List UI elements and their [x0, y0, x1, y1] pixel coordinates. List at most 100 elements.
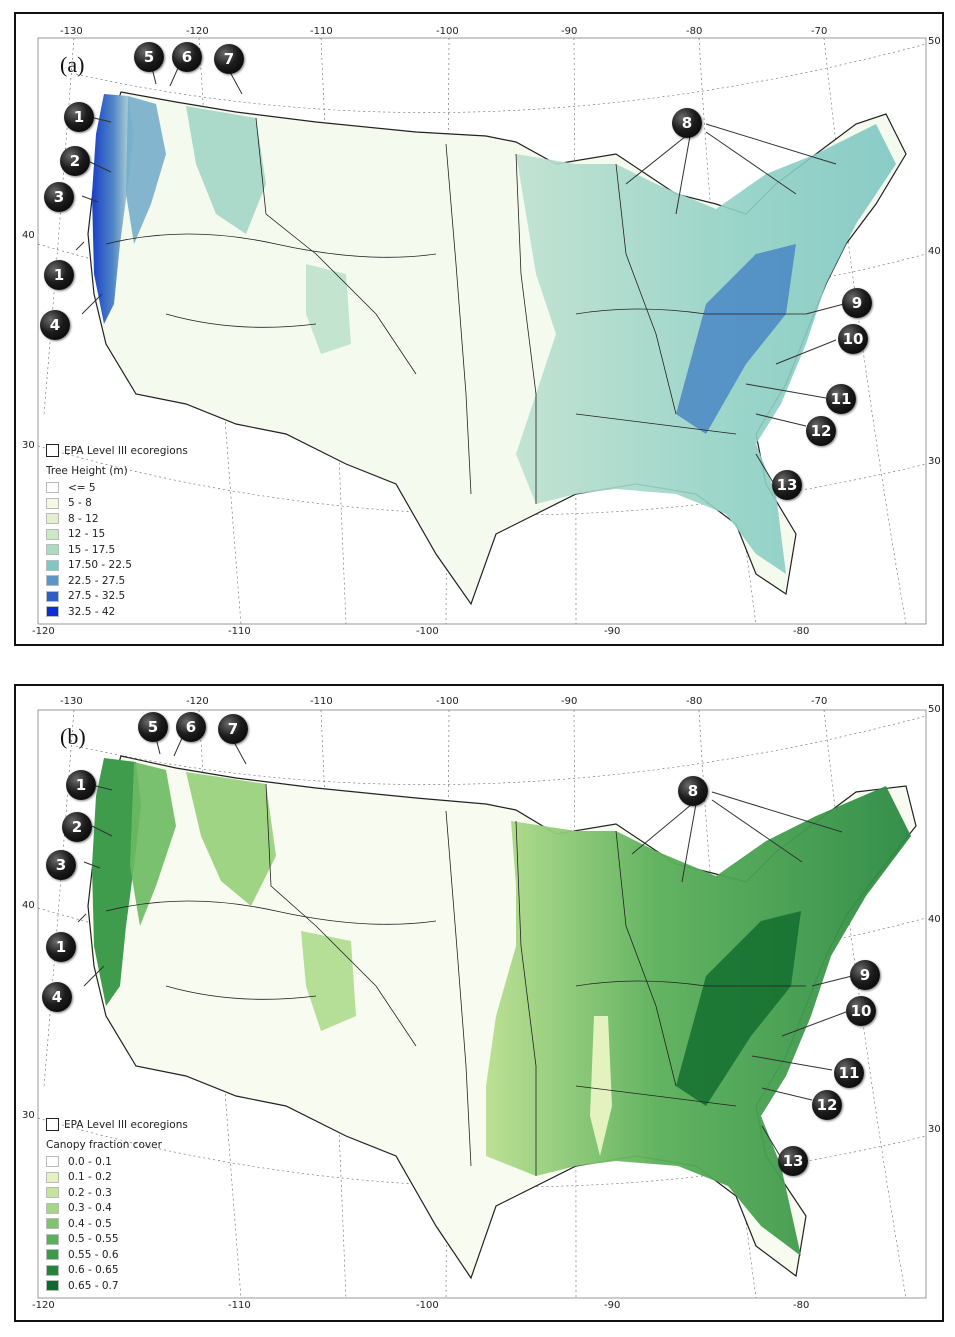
top-lon-tick: -90 — [561, 26, 578, 37]
legend-items-a: <= 5 5 - 8 8 - 12 12 - 15 15 - 17.5 17.50 - 2… — [46, 480, 188, 620]
region-marker: 13 — [778, 1146, 808, 1176]
bottom-lon-tick: -100 — [416, 626, 439, 637]
legend-item: 17.50 - 22.5 — [46, 558, 188, 574]
bottom-lon-tick: -110 — [228, 1300, 251, 1311]
region-marker: 1 — [64, 102, 94, 132]
legend-swatch — [46, 482, 59, 494]
bottom-lon-tick: -80 — [793, 626, 810, 637]
top-lon-tick: -130 — [60, 696, 83, 707]
appalachian-forest — [676, 244, 796, 434]
bottom-lon-tick: -120 — [32, 1300, 55, 1311]
ecoregion-swatch — [46, 1118, 59, 1131]
right-lat-tick: 30 — [928, 1124, 941, 1135]
region-marker: 6 — [172, 42, 202, 72]
region-marker: 5 — [138, 712, 168, 742]
legend-item: 22.5 - 27.5 — [46, 573, 188, 589]
region-marker: 4 — [40, 310, 70, 340]
legend-item: 27.5 - 32.5 — [46, 589, 188, 605]
legend-swatch — [46, 1156, 59, 1168]
top-lon-tick: -100 — [436, 696, 459, 707]
legend-item: 0.2 - 0.3 — [46, 1185, 188, 1201]
top-lon-tick: -80 — [686, 26, 703, 37]
region-marker: 8 — [672, 108, 702, 138]
mississippi-valley — [590, 1016, 612, 1156]
legend-item: 5 - 8 — [46, 496, 188, 512]
ecoregion-legend-row: EPA Level III ecoregions — [46, 1118, 188, 1131]
top-lon-tick: -110 — [310, 696, 333, 707]
legend-label: <= 5 — [68, 481, 96, 494]
region-marker: 12 — [806, 416, 836, 446]
left-lat-tick: 40 — [22, 900, 35, 911]
cascades-forest — [130, 762, 176, 926]
map-svg-b — [37, 709, 927, 1299]
region-marker: 4 — [42, 982, 72, 1012]
legend-label: 15 - 17.5 — [68, 543, 116, 556]
legend-swatch — [46, 1202, 59, 1214]
ecoregion-swatch — [46, 444, 59, 457]
left-lat-tick: 30 — [22, 440, 35, 451]
legend-b: EPA Level III ecoregions Canopy fraction… — [46, 1118, 188, 1294]
legend-item: 12 - 15 — [46, 527, 188, 543]
legend-swatch — [46, 559, 59, 571]
rockies-forest — [301, 931, 356, 1031]
top-lon-tick: -70 — [811, 26, 828, 37]
region-marker: 2 — [60, 146, 90, 176]
panel-label-b: (b) — [60, 724, 86, 749]
ecoregion-legend-label: EPA Level III ecoregions — [64, 444, 188, 457]
legend-swatch — [46, 590, 59, 602]
legend-item: 0.5 - 0.55 — [46, 1232, 188, 1248]
left-lat-tick: 30 — [22, 1110, 35, 1121]
legend-swatch — [46, 606, 59, 618]
legend-a: EPA Level III ecoregions Tree Height (m)… — [46, 444, 188, 620]
legend-label: 0.0 - 0.1 — [68, 1155, 112, 1168]
region-marker: 10 — [846, 996, 876, 1026]
bottom-lon-tick: -90 — [604, 626, 621, 637]
legend-label: 0.2 - 0.3 — [68, 1186, 112, 1199]
region-marker: 1 — [46, 932, 76, 962]
right-lat-tick: 50 — [928, 36, 941, 47]
legend-label: 0.5 - 0.55 — [68, 1233, 119, 1246]
legend-item: 8 - 12 — [46, 511, 188, 527]
legend-label: 0.55 - 0.6 — [68, 1248, 119, 1261]
map-svg-a — [37, 37, 927, 625]
region-marker: 10 — [838, 324, 868, 354]
bottom-lon-tick: -100 — [416, 1300, 439, 1311]
rockies-forest — [306, 264, 351, 354]
bottom-lon-tick: -120 — [32, 626, 55, 637]
ecoregion-boundaries — [105, 783, 806, 1176]
legend-label: 5 - 8 — [68, 497, 92, 510]
region-marker: 3 — [44, 182, 74, 212]
legend-label: 27.5 - 32.5 — [68, 590, 126, 603]
cascades-forest — [126, 96, 166, 244]
right-lat-tick: 50 — [928, 704, 941, 715]
panel-label-a: (a) — [60, 52, 85, 77]
legend-title: Tree Height (m) — [46, 465, 128, 477]
top-lon-tick: -120 — [186, 696, 209, 707]
top-lon-tick: -90 — [561, 696, 578, 707]
legend-label: 17.50 - 22.5 — [68, 559, 132, 572]
region-marker: 11 — [826, 384, 856, 414]
legend-swatch — [46, 1218, 59, 1230]
region-marker: 11 — [834, 1058, 864, 1088]
map-frame — [37, 37, 927, 625]
legend-label: 0.65 - 0.7 — [68, 1279, 119, 1292]
region-marker: 5 — [134, 42, 164, 72]
map-frame — [37, 709, 927, 1299]
legend-item: 32.5 - 42 — [46, 604, 188, 620]
top-lon-tick: -110 — [310, 26, 333, 37]
right-lat-tick: 40 — [928, 914, 941, 925]
legend-title: Canopy fraction cover — [46, 1139, 162, 1151]
legend-item: <= 5 — [46, 480, 188, 496]
region-marker: 6 — [176, 712, 206, 742]
legend-label: 12 - 15 — [68, 528, 106, 541]
region-marker: 3 — [46, 850, 76, 880]
top-lon-tick: -80 — [686, 696, 703, 707]
legend-item: 0.0 - 0.1 — [46, 1154, 188, 1170]
legend-swatch — [46, 513, 59, 525]
pacific-forest — [92, 94, 134, 324]
northern-rockies-forest — [186, 106, 266, 234]
legend-swatch — [46, 1280, 59, 1292]
top-lon-tick: -130 — [60, 26, 83, 37]
region-marker: 9 — [850, 960, 880, 990]
top-lon-tick: -100 — [436, 26, 459, 37]
